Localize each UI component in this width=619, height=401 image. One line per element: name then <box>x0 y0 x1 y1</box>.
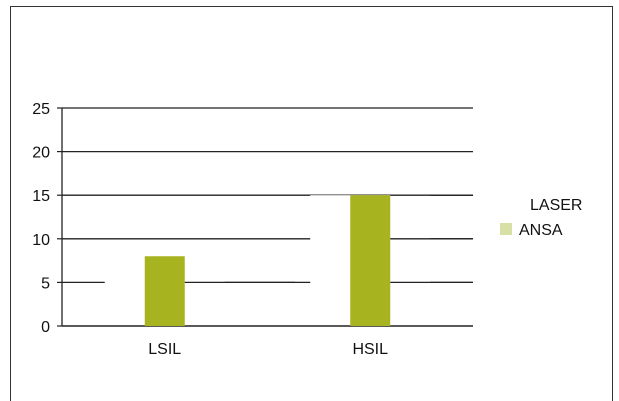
bar-hsil-ansa <box>350 195 391 326</box>
x-category-label: HSIL <box>352 341 388 358</box>
legend-swatch-ansa <box>500 223 512 235</box>
legend-label-laser: LASER <box>530 197 582 214</box>
axes <box>61 108 473 327</box>
y-tick-label: 20 <box>32 145 50 162</box>
bar-lsil-ansa <box>144 256 185 326</box>
legend: LASER ANSA <box>500 197 582 239</box>
y-axis-ticks: 0 5 10 15 20 25 <box>32 101 62 336</box>
y-tick-label: 0 <box>41 319 50 336</box>
x-axis-labels: LSIL HSIL <box>148 341 388 358</box>
bars <box>104 194 473 326</box>
y-tick-label: 15 <box>32 188 50 205</box>
x-category-label: LSIL <box>148 341 181 358</box>
y-tick-label: 25 <box>32 101 50 118</box>
y-tick-label: 10 <box>32 232 50 249</box>
y-tick-label: 5 <box>41 275 50 292</box>
chart-frame <box>10 6 613 401</box>
legend-label-ansa: ANSA <box>519 222 563 239</box>
